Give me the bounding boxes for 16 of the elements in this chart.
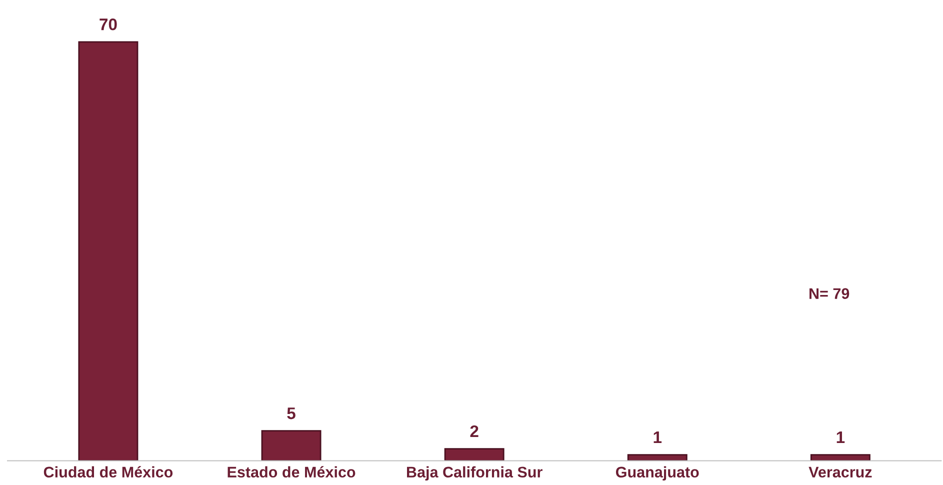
bar [627, 454, 688, 461]
annotation: N= 79 [810, 288, 850, 299]
bar [78, 41, 138, 461]
data-label: 70 [100, 18, 117, 30]
data-label: 2 [470, 425, 478, 437]
x-tick-label: Ciudad de México [44, 466, 173, 478]
bar [261, 430, 322, 461]
data-label: 1 [654, 432, 662, 443]
x-tick-label: Estado de México [228, 466, 356, 478]
x-tick-label: Baja California Sur [407, 466, 542, 481]
bar [810, 454, 870, 461]
data-label: 5 [287, 408, 296, 420]
x-tick-label: Guanajuato [616, 466, 699, 481]
bar [444, 448, 504, 461]
x-tick-label: Veracruz [808, 466, 872, 478]
data-label: 1 [836, 432, 845, 443]
